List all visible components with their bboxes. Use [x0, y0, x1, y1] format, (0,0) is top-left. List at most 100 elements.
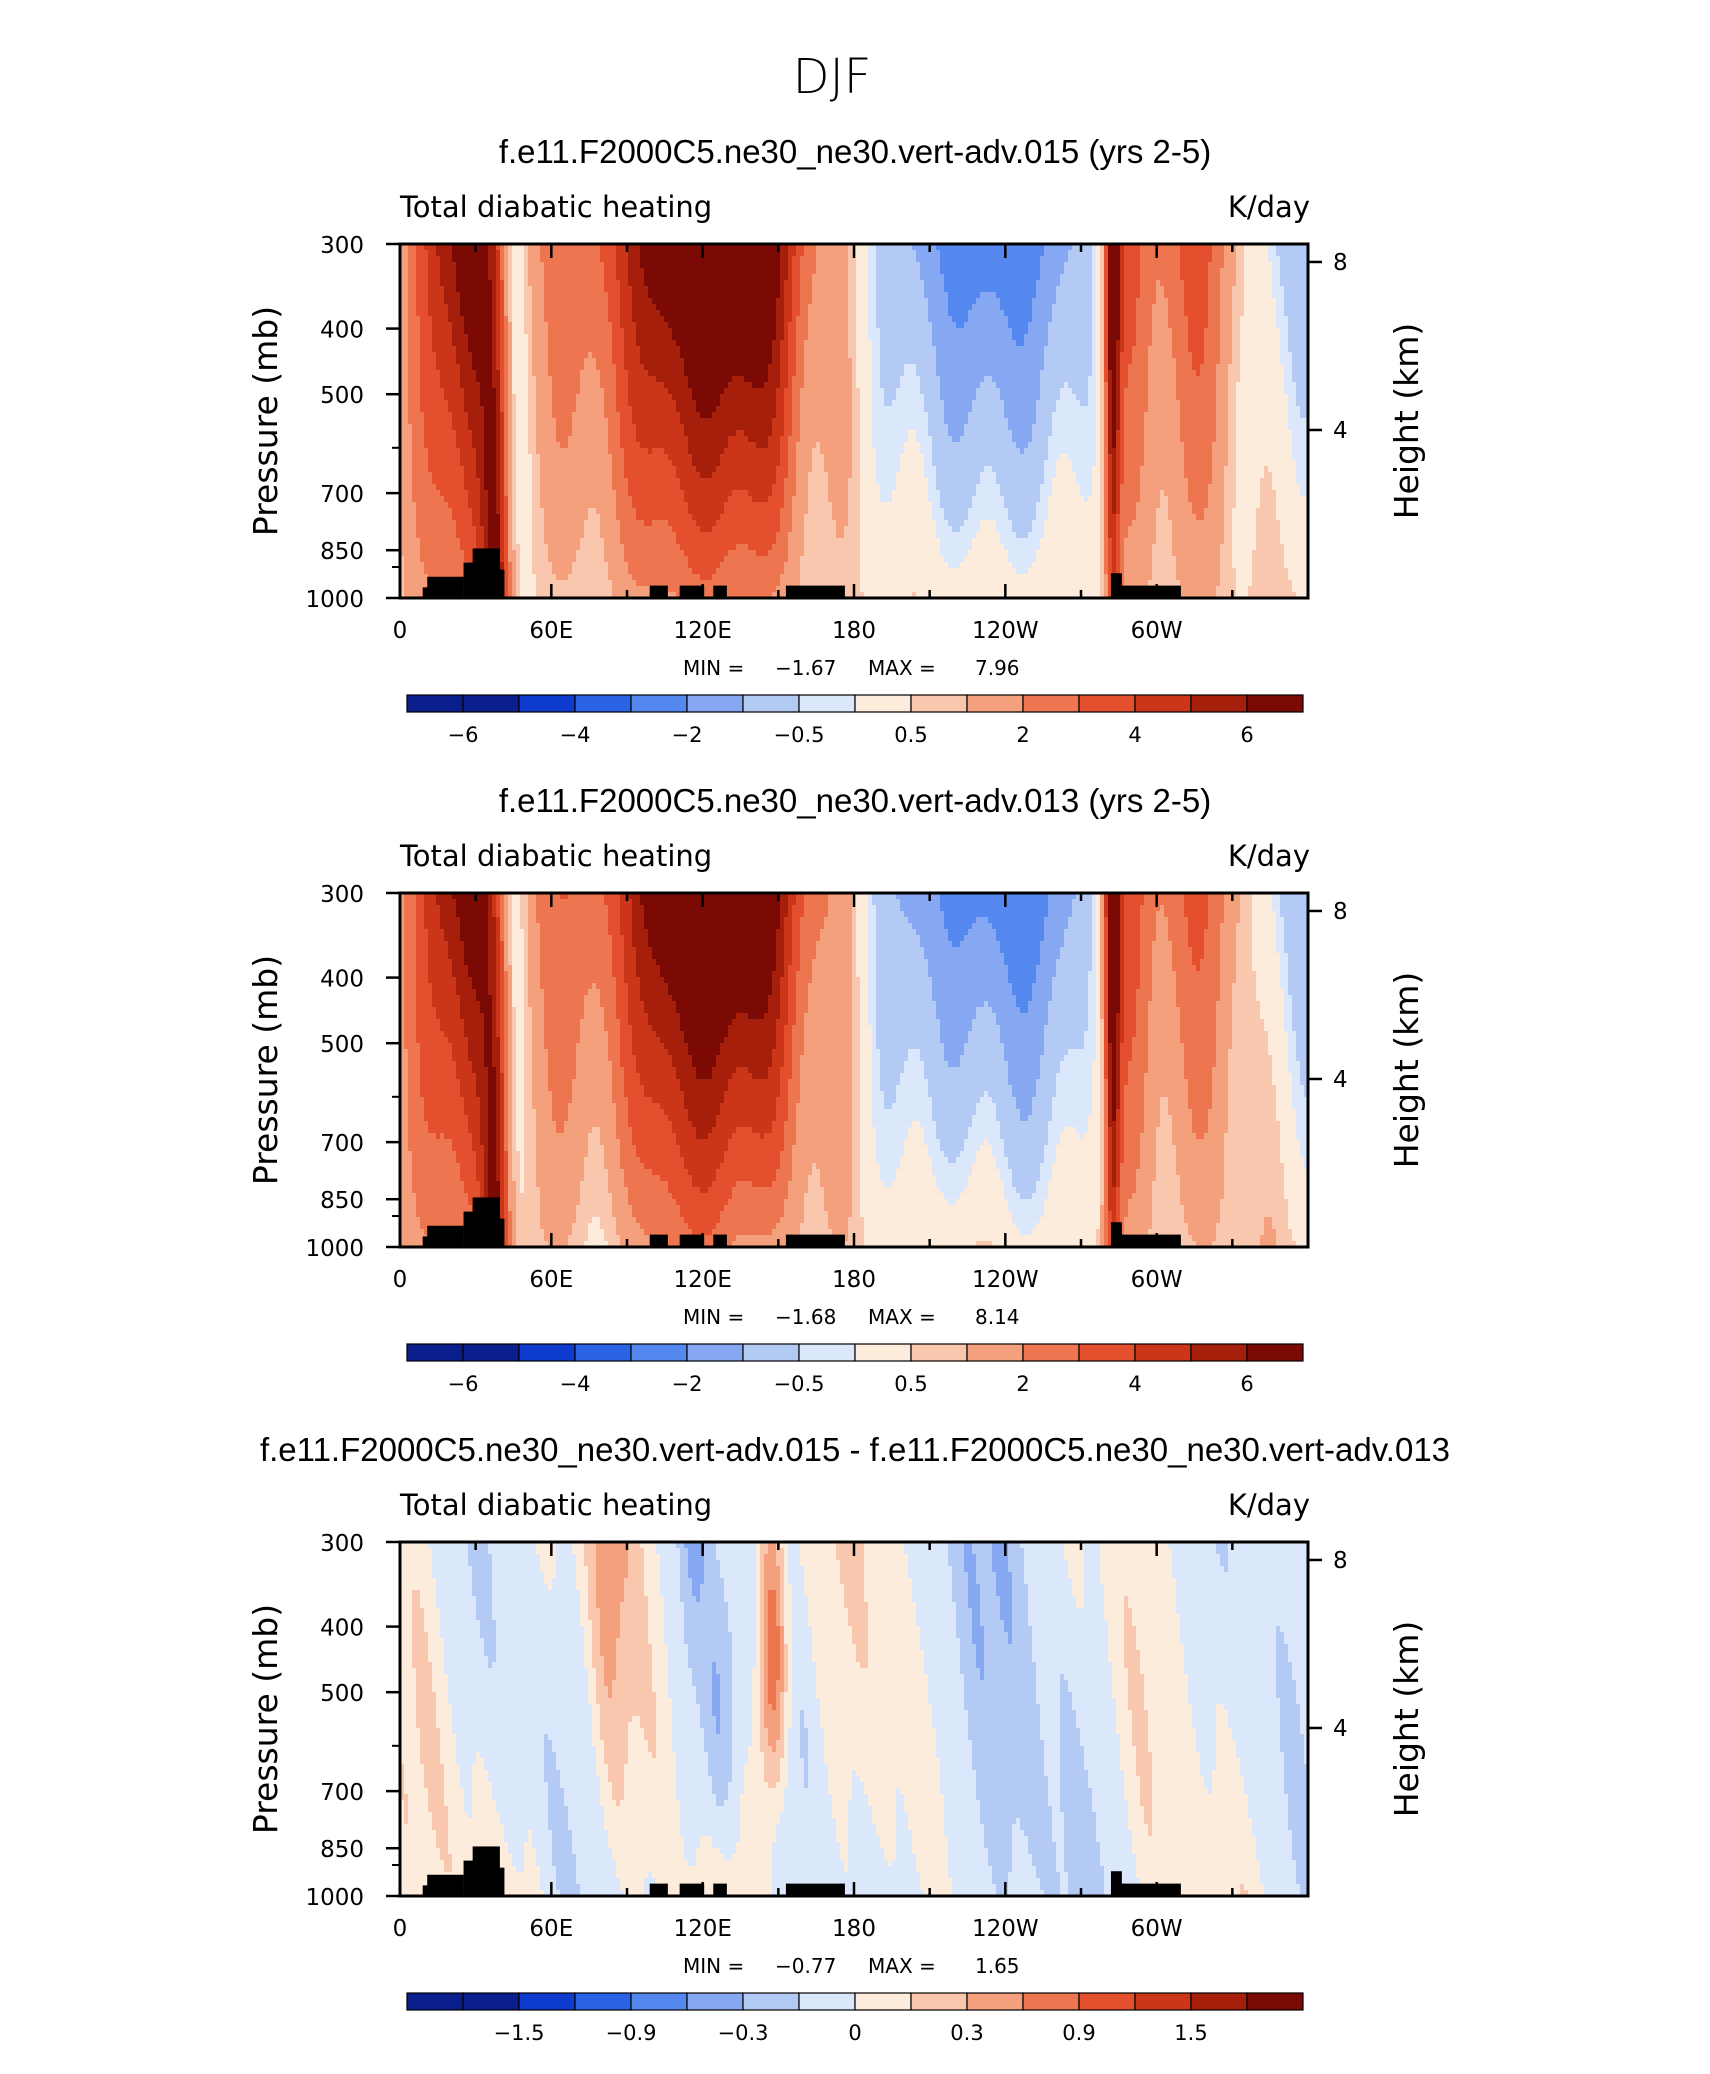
heatmap-cell — [552, 304, 557, 311]
heatmap-cell — [664, 454, 669, 461]
heatmap-cell — [404, 508, 409, 515]
heatmap-cell — [532, 496, 537, 503]
heatmap-cell — [472, 526, 477, 533]
heatmap-cell — [724, 580, 729, 587]
heatmap-cell — [476, 454, 481, 461]
heatmap-cell — [512, 250, 517, 257]
heatmap-cell — [608, 346, 613, 353]
heatmap-cell — [408, 520, 413, 527]
heatmap-cell — [408, 508, 413, 515]
heatmap-cell — [676, 388, 681, 395]
heatmap-cell — [540, 496, 545, 503]
heatmap-cell — [500, 304, 505, 311]
heatmap-cell — [432, 400, 437, 407]
heatmap-cell — [524, 520, 529, 527]
heatmap-cell — [400, 256, 405, 263]
heatmap-cell — [524, 532, 529, 539]
heatmap-cell — [412, 532, 417, 539]
heatmap-cell — [572, 436, 577, 443]
heatmap-cell — [676, 376, 681, 383]
heatmap-cell — [600, 502, 605, 509]
heatmap-cell — [456, 244, 461, 251]
heatmap-cell — [496, 376, 501, 383]
heatmap-cell — [596, 580, 601, 587]
heatmap-cell — [468, 526, 473, 533]
heatmap-cell — [424, 376, 429, 383]
heatmap-cell — [504, 484, 509, 491]
heatmap-cell — [688, 316, 693, 323]
heatmap-cell — [460, 394, 465, 401]
heatmap-cell — [656, 370, 661, 377]
heatmap-cell — [612, 520, 617, 527]
heatmap-cell — [504, 280, 509, 287]
heatmap-cell — [708, 568, 713, 575]
heatmap-cell — [600, 436, 605, 443]
heatmap-cell — [600, 424, 605, 431]
heatmap-cell — [624, 520, 629, 527]
heatmap-cell — [688, 556, 693, 563]
heatmap-cell — [456, 334, 461, 341]
heatmap-cell — [540, 586, 545, 593]
heatmap-cell — [688, 472, 693, 479]
heatmap-cell — [676, 328, 681, 335]
heatmap-cell — [452, 532, 457, 539]
heatmap-cell — [516, 460, 521, 467]
heatmap-cell — [692, 526, 697, 533]
heatmap-cell — [556, 310, 561, 317]
heatmap-cell — [456, 400, 461, 407]
heatmap-cell — [596, 388, 601, 395]
heatmap-cell — [660, 424, 665, 431]
heatmap-cell — [588, 568, 593, 575]
heatmap-cell — [596, 544, 601, 551]
heatmap-cell — [400, 340, 405, 347]
heatmap-cell — [472, 520, 477, 527]
heatmap-cell — [500, 280, 505, 287]
heatmap-cell — [612, 580, 617, 587]
heatmap-cell — [600, 286, 605, 293]
heatmap-cell — [556, 364, 561, 371]
heatmap-cell — [432, 418, 437, 425]
heatmap-cell — [556, 580, 561, 587]
heatmap-cell — [568, 388, 573, 395]
heatmap-cell — [412, 592, 417, 599]
heatmap-cell — [584, 334, 589, 341]
heatmap-cell — [696, 364, 701, 371]
heatmap-cell — [552, 358, 557, 365]
heatmap-cell — [512, 346, 517, 353]
heatmap-cell — [640, 496, 645, 503]
heatmap-cell — [408, 568, 413, 575]
heatmap-cell — [584, 322, 589, 329]
heatmap-cell — [532, 586, 537, 593]
heatmap-cell — [432, 250, 437, 257]
heatmap-cell — [576, 514, 581, 521]
heatmap-cell — [548, 568, 553, 575]
heatmap-cell — [536, 418, 541, 425]
heatmap-cell — [412, 466, 417, 473]
heatmap-cell — [528, 328, 533, 335]
heatmap-cell — [444, 556, 449, 563]
heatmap-cell — [656, 436, 661, 443]
heatmap-cell — [628, 574, 633, 581]
heatmap-cell — [440, 256, 445, 263]
heatmap-cell — [712, 424, 717, 431]
heatmap-cell — [412, 520, 417, 527]
heatmap-cell — [632, 262, 637, 269]
heatmap-cell — [580, 412, 585, 419]
heatmap-cell — [448, 364, 453, 371]
heatmap-cell — [596, 250, 601, 257]
heatmap-cell — [600, 484, 605, 491]
heatmap-cell — [576, 496, 581, 503]
heatmap-cell — [580, 304, 585, 311]
heatmap-cell — [416, 316, 421, 323]
heatmap-cell — [628, 514, 633, 521]
heatmap-cell — [488, 418, 493, 425]
heatmap-cell — [412, 478, 417, 485]
heatmap-cell — [580, 292, 585, 299]
heatmap-cell — [472, 388, 477, 395]
heatmap-cell — [652, 406, 657, 413]
heatmap-cell — [652, 550, 657, 557]
heatmap-cell — [480, 304, 485, 311]
panel-1-left-label: Total diabatic heating — [399, 190, 712, 224]
heatmap-cell — [468, 358, 473, 365]
heatmap-cell — [564, 286, 569, 293]
